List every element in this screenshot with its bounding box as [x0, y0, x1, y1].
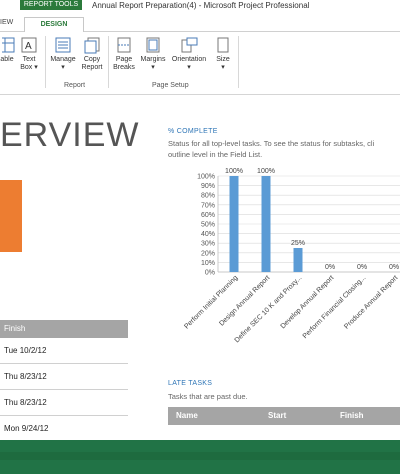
- column-name: Name: [176, 411, 198, 420]
- data-label: 0%: [325, 264, 335, 271]
- ribbon-separator: [108, 36, 109, 88]
- text-box-button[interactable]: A Text Box ▾: [16, 36, 42, 72]
- data-label: 25%: [291, 240, 305, 247]
- size-button[interactable]: Size ▾: [212, 36, 234, 72]
- margins-icon: [144, 36, 162, 54]
- data-label: 100%: [225, 168, 243, 175]
- svg-text:A: A: [25, 41, 32, 52]
- column-start: Start: [268, 411, 287, 420]
- report-heading: ERVIEW: [0, 116, 140, 154]
- milestones-table: Finish Tue 10/2/12 Thu 8/23/12 Thu 8/23/…: [0, 320, 128, 442]
- manage-icon: [54, 36, 72, 54]
- percent-complete-title: % COMPLETE: [168, 128, 218, 135]
- table-row: Thu 8/23/12: [0, 390, 128, 416]
- page-breaks-icon: [115, 36, 133, 54]
- data-label: 100%: [257, 168, 275, 175]
- data-label: 0%: [357, 264, 367, 271]
- ribbon: able A Text Box ▾ Manage ▾ Copy Report R…: [0, 32, 400, 95]
- bar: [293, 248, 303, 272]
- y-tick-label: 70%: [201, 202, 215, 209]
- table-row: Thu 8/23/12: [0, 364, 128, 390]
- bar: [229, 176, 239, 272]
- y-tick-label: 100%: [197, 174, 215, 181]
- category-label: Define SEC 10 K and Proxy...: [234, 274, 304, 344]
- data-label: 0%: [389, 264, 399, 271]
- table-icon: [0, 36, 18, 54]
- manage-button[interactable]: Manage ▾: [48, 36, 78, 72]
- late-tasks-subtitle: Tasks that are past due.: [168, 392, 248, 401]
- late-tasks-title: LATE TASKS: [168, 380, 213, 387]
- copy-report-button[interactable]: Copy Report: [79, 36, 105, 72]
- y-tick-label: 30%: [201, 241, 215, 248]
- y-tick-label: 0%: [205, 270, 215, 277]
- y-tick-label: 50%: [201, 222, 215, 229]
- status-bar: [0, 440, 400, 474]
- title-bar: REPORT TOOLS Annual Report Preparation(4…: [0, 0, 400, 17]
- report-tools-context-tab: REPORT TOOLS: [20, 0, 82, 10]
- table-header-finish: Finish: [0, 320, 128, 338]
- y-tick-label: 90%: [201, 183, 215, 190]
- category-label: Produce Annual Report: [343, 274, 399, 330]
- category-label: Perform Financial Closing...: [302, 274, 368, 340]
- size-icon: [214, 36, 232, 54]
- window-title: Annual Report Preparation(4) - Microsoft…: [92, 1, 310, 10]
- group-report-label: Report: [64, 82, 86, 89]
- page-breaks-button[interactable]: Page Breaks: [111, 36, 137, 72]
- category-label: Develop Annual Report: [280, 274, 336, 330]
- status-bar-strip: [0, 452, 400, 460]
- y-tick-label: 40%: [201, 231, 215, 238]
- copy-report-icon: [83, 36, 101, 54]
- y-tick-label: 60%: [201, 212, 215, 219]
- text-box-icon: A: [20, 36, 38, 54]
- ribbon-separator: [238, 36, 239, 88]
- margins-button[interactable]: Margins ▾: [138, 36, 168, 72]
- group-page-setup-label: Page Setup: [152, 82, 189, 89]
- table-button[interactable]: able: [0, 36, 15, 64]
- bar: [261, 176, 271, 272]
- orange-accent-block: [0, 180, 22, 252]
- category-label: Perform Initial Planning: [183, 274, 239, 330]
- late-tasks-table-header: Name Start Finish: [168, 407, 400, 425]
- tab-design[interactable]: DESIGN: [24, 17, 84, 32]
- percent-complete-subtitle-1: Status for all top-level tasks. To see t…: [168, 139, 375, 148]
- ribbon-separator: [45, 36, 46, 88]
- percent-complete-subtitle-2: outline level in the Field List.: [168, 150, 263, 159]
- table-row: Tue 10/2/12: [0, 338, 128, 364]
- orientation-icon: [180, 36, 198, 54]
- y-tick-label: 20%: [201, 250, 215, 257]
- y-tick-label: 10%: [201, 260, 215, 267]
- table-row: Mon 9/24/12: [0, 416, 128, 442]
- tab-view[interactable]: IEW: [0, 19, 14, 26]
- orientation-button[interactable]: Orientation ▾: [169, 36, 209, 72]
- y-tick-label: 80%: [201, 193, 215, 200]
- ribbon-tab-row: IEW DESIGN: [0, 17, 400, 32]
- percent-complete-chart: 0% 10% 20% 30% 40% 50% 60% 70% 80% 90% 100% 100% Per…: [183, 168, 400, 344]
- column-finish: Finish: [340, 411, 364, 420]
